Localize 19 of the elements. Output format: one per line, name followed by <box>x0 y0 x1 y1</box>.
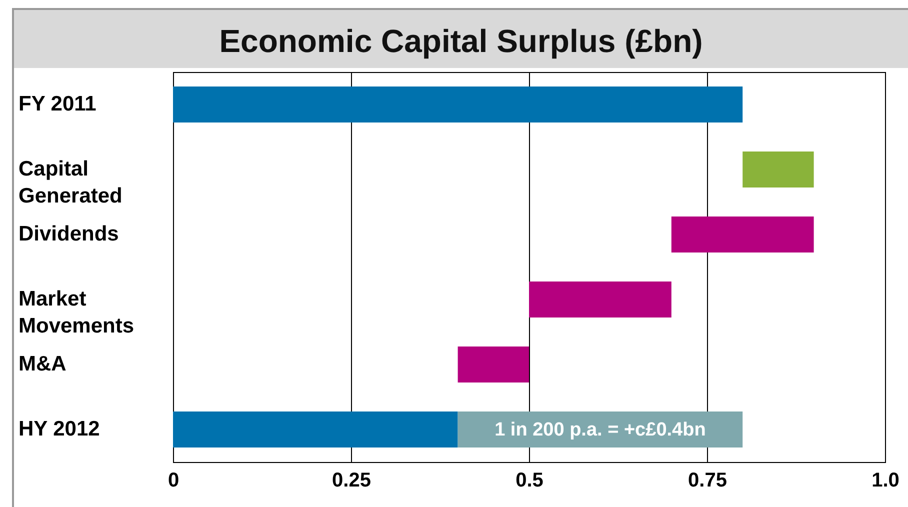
bar <box>173 412 458 448</box>
y-tick-label: Capital Generated <box>18 158 122 208</box>
bar <box>742 152 814 188</box>
x-tick-label: 1.0 <box>872 470 900 492</box>
y-tick-label: Dividends <box>18 222 119 246</box>
x-tick-label: 0.75 <box>688 470 727 492</box>
x-tick-label: 0.5 <box>516 470 544 492</box>
y-tick-label: M&A <box>18 352 66 376</box>
chart-title: Economic Capital Surplus (£bn) <box>14 10 908 72</box>
x-tick-label: 0.25 <box>332 470 371 492</box>
y-tick-label: Market Movements <box>18 288 134 338</box>
bar <box>671 216 814 252</box>
y-tick-label: FY 2011 <box>18 92 97 116</box>
annotation: 1 in 200 p.a. = +c£0.4bn <box>494 420 706 440</box>
y-tick-label: HY 2012 <box>18 418 100 440</box>
x-tick-label: 0 <box>168 470 180 492</box>
bar <box>173 86 743 122</box>
bar <box>458 346 529 382</box>
bar <box>529 282 672 318</box>
